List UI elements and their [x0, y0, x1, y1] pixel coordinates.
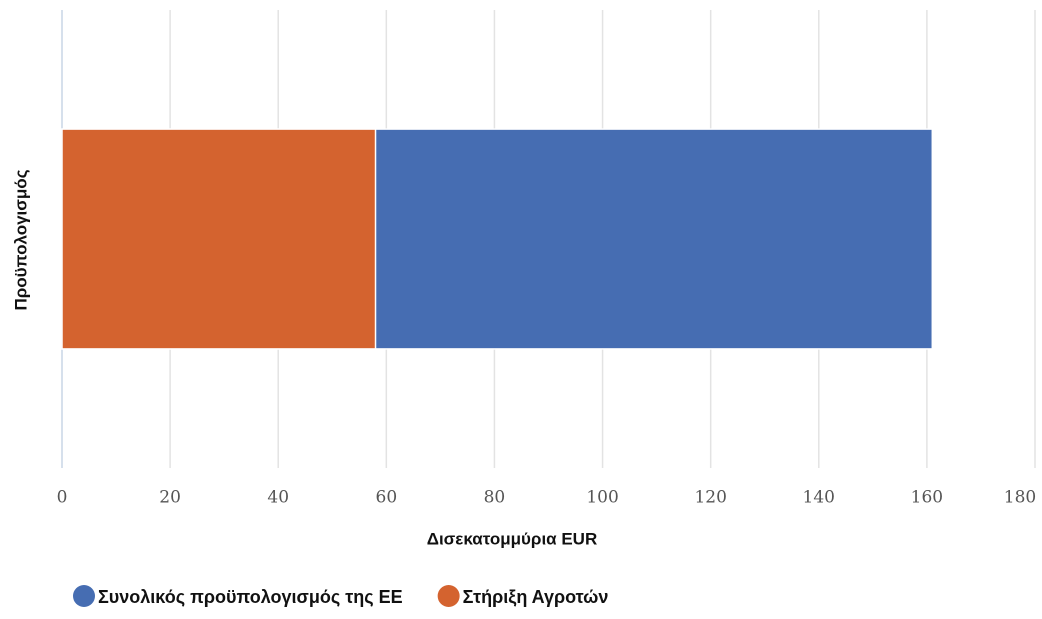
x-tick-label: 160 [911, 488, 943, 508]
x-tick-label: 40 [267, 488, 289, 508]
legend-marker [437, 585, 460, 607]
x-axis-title: Δισεκατομμύρια EUR [427, 529, 598, 548]
x-tick-label: 0 [57, 488, 68, 508]
x-tick-label: 60 [376, 488, 398, 508]
x-tick-label: 140 [803, 488, 835, 508]
x-tick-label: 100 [586, 488, 618, 508]
y-axis-title: Προϋπολογισμός [11, 169, 30, 310]
legend-label: Συνολικός προϋπολογισμός της ΕΕ [98, 587, 403, 607]
bar [61, 128, 377, 350]
legend-label: Στήριξη Αγροτών [463, 587, 609, 608]
legend-marker [73, 585, 95, 607]
x-tick-label: 20 [159, 488, 181, 508]
x-tick-label: 80 [484, 488, 506, 508]
x-tick-label: 180 [1004, 488, 1036, 508]
x-tick-label: 120 [694, 488, 726, 508]
